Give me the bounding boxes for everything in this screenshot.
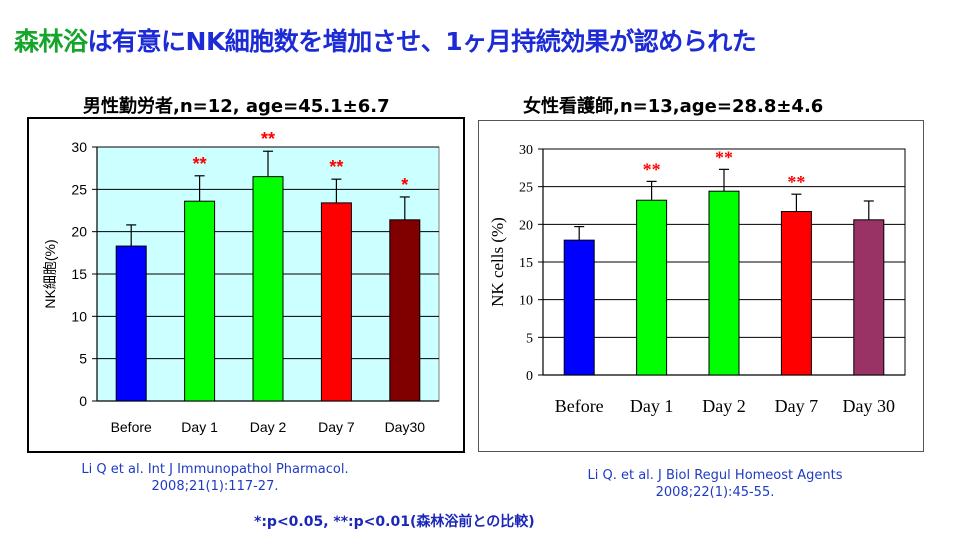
chart1-significance-label: ** xyxy=(193,154,207,174)
chart2-ytick-label: 5 xyxy=(526,331,533,346)
chart2-ytick-label: 10 xyxy=(519,294,533,309)
chart1-citation-line2: 2008;21(1):117-27. xyxy=(151,479,279,494)
chart2-citation-line2: 2008;22(1):45-55. xyxy=(655,485,775,500)
chart2-ytick-label: 30 xyxy=(519,143,533,158)
chart1-bar xyxy=(252,176,284,402)
chart1-title: 男性勤労者,n=12, age=45.1±6.7 xyxy=(83,96,390,117)
chart1-ytick-label: 20 xyxy=(71,224,87,240)
chart1-ytick-label: 30 xyxy=(71,139,87,155)
chart2-bar xyxy=(853,219,885,376)
chart1-category-label: Day 1 xyxy=(181,419,218,435)
chart2-significance-label: ** xyxy=(787,172,805,192)
chart1-bar xyxy=(115,245,147,402)
chart1-citation: Li Q et al. Int J Immunopathol Pharmacol… xyxy=(30,461,400,495)
chart2-category-label: Day 1 xyxy=(630,396,674,416)
chart1-bar xyxy=(320,202,352,402)
chart1-ytick-label: 5 xyxy=(79,351,87,367)
chart2-category-label: Day 7 xyxy=(775,396,819,416)
chart1-category-label: Day30 xyxy=(385,419,426,435)
chart1-frame: 0 5 10 15 20 25 30 NK細胞(%) Before Day 1 ** Day 2 ** D… xyxy=(27,117,465,453)
chart1-y-axis-label: NK細胞(%) xyxy=(42,239,58,308)
chart2-svg: 0 5 10 15 20 25 30 NK cells (%) Before Day 1 ** Day… xyxy=(488,143,906,416)
chart2-category-label: Day 2 xyxy=(702,396,746,416)
chart2-ytick-label: 0 xyxy=(526,369,533,384)
chart2-category-label: Before xyxy=(555,396,604,416)
chart2-y-axis-label: NK cells (%) xyxy=(488,217,507,307)
chart2-title: 女性看護師,n=13,age=28.8±4.6 xyxy=(523,96,824,117)
chart2-bar xyxy=(636,199,668,376)
chart2-significance-label: ** xyxy=(643,159,661,179)
chart2-citation: Li Q. et al. J Biol Regul Homeost Agents… xyxy=(530,467,900,501)
chart2-bar xyxy=(708,190,740,376)
chart2-ytick-label: 20 xyxy=(519,218,533,233)
chart1-ytick-label: 15 xyxy=(71,266,87,282)
chart1-significance-label: ** xyxy=(261,129,275,149)
slide-title: 森林浴は有意にNK細胞数を増加させ、1ヶ月持続効果が認められた xyxy=(14,22,757,58)
chart2-category-label: Day 30 xyxy=(843,396,896,416)
chart1-ytick-label: 0 xyxy=(79,393,87,409)
chart1-category-label: Day 2 xyxy=(250,419,287,435)
chart1-bar xyxy=(184,200,216,402)
chart2-bar xyxy=(563,239,595,376)
slide-title-highlight: 森林浴 xyxy=(14,27,88,56)
chart1-category-label: Day 7 xyxy=(318,419,355,435)
chart1-svg: 0 5 10 15 20 25 30 NK細胞(%) Before Day 1 ** Day 2 ** D… xyxy=(42,129,440,435)
chart1-bar xyxy=(389,219,421,402)
chart2-bar xyxy=(780,211,812,376)
significance-footnote: *:p<0.05, **:p<0.01(森林浴前との比較) xyxy=(254,514,535,530)
chart2-ytick-label: 15 xyxy=(519,256,533,271)
chart1-category-label: Before xyxy=(111,419,152,435)
chart1-ytick-label: 10 xyxy=(71,308,87,324)
chart1-ytick-label: 25 xyxy=(71,181,87,197)
chart2-ytick-label: 25 xyxy=(519,181,533,196)
chart2-significance-label: ** xyxy=(715,147,733,167)
chart1-significance-label: * xyxy=(401,175,408,195)
chart2-citation-line1: Li Q. et al. J Biol Regul Homeost Agents xyxy=(587,468,843,483)
chart2-frame: 0 5 10 15 20 25 30 NK cells (%) Before Day 1 ** Day… xyxy=(478,120,924,452)
chart1-citation-line1: Li Q et al. Int J Immunopathol Pharmacol… xyxy=(81,462,349,477)
chart1-significance-label: ** xyxy=(329,157,343,177)
slide-title-rest: は有意にNK細胞数を増加させ、1ヶ月持続効果が認められた xyxy=(87,27,757,56)
